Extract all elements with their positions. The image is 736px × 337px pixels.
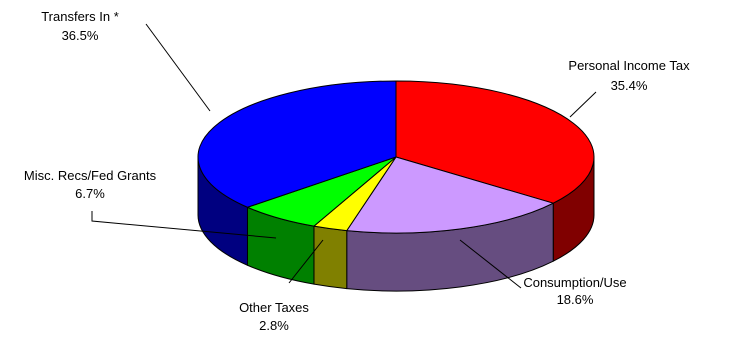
pie-labels: Personal Income Tax 35.4% Consumption/Use 1… bbox=[24, 9, 690, 333]
value-label-personal-income-tax: 35.4% bbox=[611, 78, 648, 93]
label-consumption-use: Consumption/Use bbox=[523, 275, 626, 290]
label-transfers-in: Transfers In * bbox=[41, 9, 119, 24]
leader-line-other-taxes bbox=[288, 239, 324, 284]
leader-line-misc-recs-fed-grants bbox=[91, 211, 277, 239]
pie-tops bbox=[197, 80, 595, 234]
value-label-consumption-use: 18.6% bbox=[557, 292, 594, 307]
slice-transfers-in bbox=[197, 80, 397, 208]
slice-personal-income-tax bbox=[395, 80, 595, 204]
leader-line-personal-income-tax bbox=[569, 91, 597, 118]
label-other-taxes: Other Taxes bbox=[239, 300, 309, 315]
leader-line-transfers-in bbox=[145, 23, 211, 112]
value-label-transfers-in: 36.5% bbox=[62, 28, 99, 43]
slice-consumption-use bbox=[346, 156, 554, 234]
value-label-other-taxes: 2.8% bbox=[259, 318, 289, 333]
label-personal-income-tax: Personal Income Tax bbox=[568, 58, 690, 73]
leader-line-consumption-use bbox=[459, 239, 522, 289]
side-other-taxes bbox=[313, 225, 348, 290]
label-misc-recs-fed-grants: Misc. Recs/Fed Grants bbox=[24, 168, 157, 183]
value-label-misc-recs-fed-grants: 6.7% bbox=[75, 186, 105, 201]
